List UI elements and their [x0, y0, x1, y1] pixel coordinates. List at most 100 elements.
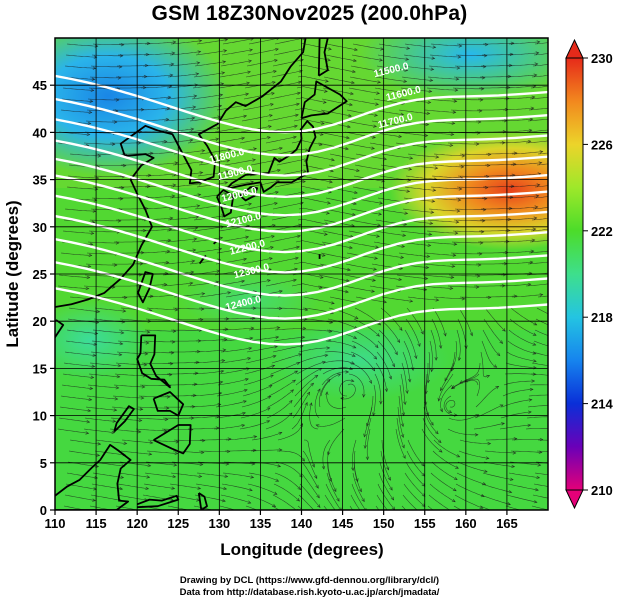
streamline [397, 406, 404, 438]
streamline [303, 439, 315, 468]
streamline [272, 202, 304, 210]
streamline [499, 140, 531, 144]
streamline [531, 362, 548, 366]
streamline [525, 283, 548, 287]
streamline [480, 219, 511, 221]
streamline [246, 346, 278, 353]
streamline [456, 43, 488, 45]
streamline [65, 340, 97, 345]
streamline [194, 61, 226, 67]
streamline [268, 103, 300, 111]
streamline [455, 483, 485, 497]
streamline [199, 292, 231, 298]
streamline [325, 340, 356, 349]
streamline [86, 395, 118, 400]
streamline [505, 362, 537, 369]
streamline [405, 318, 421, 347]
streamline [529, 96, 548, 100]
streamline [89, 219, 121, 222]
streamline [297, 354, 328, 364]
streamline [424, 396, 434, 426]
streamline [328, 164, 360, 172]
streamline [430, 329, 437, 361]
streamline [323, 360, 355, 365]
streamline [327, 428, 345, 455]
streamline [144, 41, 176, 45]
streamline [298, 347, 330, 353]
streamline [224, 317, 255, 320]
streamline [451, 241, 483, 244]
streamline [346, 109, 378, 116]
streamline [486, 295, 517, 298]
streamline [168, 62, 200, 67]
streamline [423, 263, 455, 267]
streamline [163, 117, 195, 122]
streamline [270, 224, 302, 232]
streamline [291, 283, 323, 289]
streamline [504, 228, 536, 232]
streamline [506, 63, 538, 67]
streamline [380, 450, 391, 481]
streamline [402, 65, 434, 70]
streamline [510, 162, 542, 166]
streamline [401, 362, 408, 394]
streamline [427, 505, 434, 510]
streamline [351, 483, 366, 510]
streamline [272, 345, 304, 353]
streamline [459, 153, 491, 155]
streamline [483, 185, 514, 188]
streamline [504, 85, 536, 89]
streamline [455, 54, 487, 56]
colorbar-label: 214 [591, 397, 613, 412]
streamline [271, 505, 280, 510]
streamline [500, 129, 532, 133]
credits: Drawing by DCL (https://www.gfd-dennou.o… [0, 575, 619, 599]
streamline [475, 386, 499, 408]
streamline [354, 450, 358, 482]
lon-tick-label: 145 [332, 516, 354, 531]
streamline [484, 450, 516, 454]
streamline [220, 60, 252, 67]
streamline [321, 371, 349, 386]
streamline [89, 76, 121, 79]
streamline [530, 373, 548, 376]
streamline [138, 250, 170, 254]
streamline [192, 226, 224, 232]
streamline [196, 39, 228, 45]
streamline [143, 483, 175, 489]
streamline [453, 505, 462, 510]
streamline [440, 384, 453, 412]
streamline [345, 120, 377, 127]
streamline [64, 65, 96, 69]
streamline [251, 307, 282, 309]
streamline [117, 208, 148, 210]
streamline [146, 307, 178, 311]
streamline [118, 54, 149, 56]
x-axis-label: Longitude (degrees) [220, 540, 383, 559]
lat-tick-label: 5 [40, 456, 47, 471]
streamline [324, 208, 356, 216]
streamline [272, 494, 297, 510]
streamline [303, 296, 335, 304]
streamline [295, 97, 327, 103]
streamline [354, 164, 386, 171]
streamline [298, 64, 330, 71]
streamline [533, 483, 548, 487]
streamline [431, 175, 463, 179]
streamline [528, 107, 548, 111]
streamline [248, 472, 279, 482]
streamline [484, 174, 515, 177]
streamline [190, 392, 222, 397]
streamline [87, 98, 119, 101]
streamline [349, 219, 381, 226]
streamline [215, 400, 247, 408]
streamline [447, 142, 479, 145]
streamline [64, 494, 96, 501]
streamline [404, 472, 426, 497]
streamline [299, 197, 331, 204]
streamline [192, 83, 224, 89]
streamline [136, 130, 168, 133]
streamline [430, 472, 457, 492]
streamline [113, 384, 145, 388]
